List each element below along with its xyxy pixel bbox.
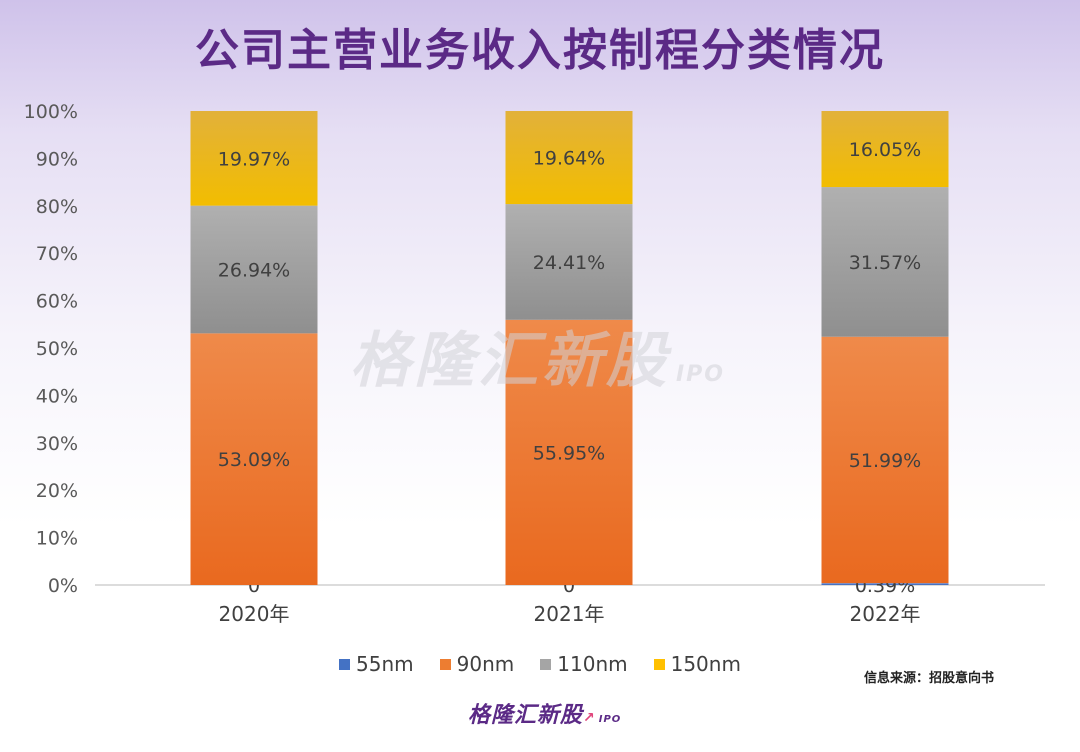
x-tick-label: 2022年 [850, 602, 921, 626]
legend-label: 110nm [557, 652, 628, 676]
trend-arrow-icon: ↗ [583, 710, 596, 726]
legend-label: 150nm [670, 652, 741, 676]
y-tick-label: 50% [36, 338, 78, 360]
x-tick-label: 2021年 [534, 602, 605, 626]
legend-label: 90nm [456, 652, 515, 676]
data-label-110nm: 26.94% [218, 260, 290, 282]
legend-swatch [540, 658, 552, 670]
legend-item-90nm: 90nm [439, 652, 515, 676]
bar-segment-150nm [821, 111, 949, 188]
bar-segment-110nm [505, 204, 633, 320]
bar-segment-90nm [821, 336, 949, 584]
data-label-90nm: 53.09% [218, 449, 290, 471]
brand-ipo: IPO [598, 714, 622, 725]
y-tick-label: 60% [36, 291, 78, 313]
data-label-110nm: 31.57% [849, 252, 921, 274]
y-tick-label: 90% [36, 148, 78, 170]
data-label-90nm: 51.99% [849, 450, 921, 472]
x-tick-label: 2020年 [219, 602, 290, 626]
legend-swatch [653, 658, 665, 670]
y-tick-label: 100% [24, 101, 78, 123]
data-label-110nm: 24.41% [533, 252, 605, 274]
y-tick-label: 40% [36, 385, 78, 407]
brand-logo: 格隆汇新股↗ IPO [468, 697, 621, 729]
source-note: 信息来源：招股意向书 [864, 671, 995, 686]
chart-title: 公司主营业务收入按制程分类情况 [195, 25, 885, 76]
legend-swatch [439, 658, 451, 670]
legend-item-55nm: 55nm [339, 652, 414, 676]
legend-item-150nm: 150nm [653, 652, 741, 676]
y-tick-label: 30% [36, 433, 78, 455]
bar-segment-55nm [821, 583, 949, 585]
bar-segment-90nm [505, 319, 633, 585]
bar-segment-90nm [190, 333, 318, 585]
brand-text: 格隆汇新股 [468, 703, 584, 728]
bar-segment-150nm [505, 111, 633, 205]
bar-segment-110nm [190, 205, 318, 334]
y-tick-label: 0% [48, 575, 78, 597]
legend-item-110nm: 110nm [540, 652, 628, 676]
legend-label: 55nm [356, 652, 414, 676]
data-label-150nm: 19.97% [218, 148, 290, 170]
y-tick-label: 80% [36, 196, 78, 218]
bar-segment-110nm [821, 187, 949, 337]
legend-swatch [339, 658, 351, 670]
y-tick-label: 70% [36, 243, 78, 265]
bar-segment-150nm [190, 111, 318, 206]
data-label-90nm: 55.95% [533, 442, 605, 464]
chart-legend: 55nm 90nm 110nm 150nm [0, 652, 1080, 676]
y-tick-label: 20% [36, 480, 78, 502]
data-label-150nm: 19.64% [533, 148, 605, 170]
data-label-150nm: 16.05% [849, 139, 921, 161]
y-tick-label: 10% [36, 528, 78, 550]
